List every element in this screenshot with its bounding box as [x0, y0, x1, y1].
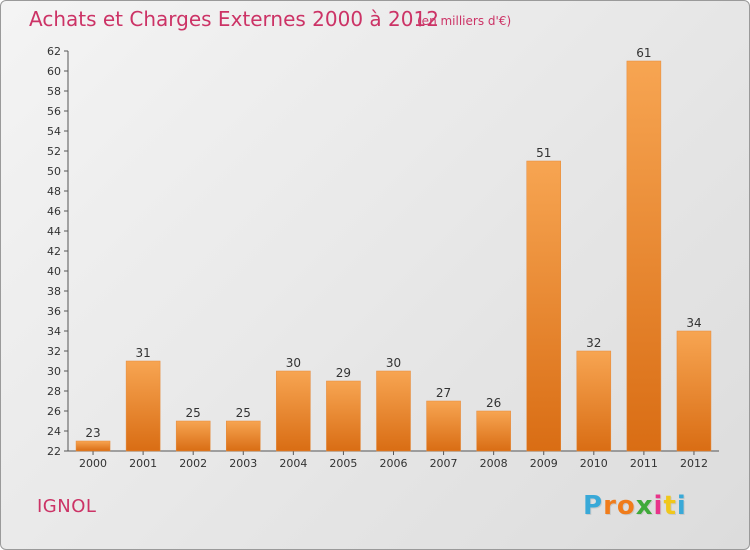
data-label-2008: 26 — [486, 396, 501, 410]
proxiti-logo: Proxiti — [583, 491, 687, 521]
y-tick-label: 58 — [47, 85, 61, 98]
data-label-2009: 51 — [536, 146, 551, 160]
bar-2010 — [576, 350, 612, 452]
x-tick-label: 2004 — [279, 457, 307, 470]
y-tick-label: 22 — [47, 445, 61, 458]
logo-letter: i — [653, 491, 664, 521]
bar-2004 — [276, 370, 311, 452]
x-tick-label: 2006 — [380, 457, 408, 470]
data-label-2012: 34 — [686, 316, 701, 330]
chart-axes: 22 24 26 28 30 32 34 36 38 40 42 44 46 48 50 52 54 56 58 60… — [47, 45, 719, 470]
data-label-2006: 30 — [386, 356, 401, 370]
data-label-2001: 31 — [135, 346, 150, 360]
x-tick-label: 2005 — [329, 457, 357, 470]
bar-2012 — [676, 330, 712, 452]
data-label-2004: 30 — [286, 356, 301, 370]
logo-letter: i — [676, 491, 687, 521]
bar-2007 — [426, 400, 461, 452]
data-label-2002: 25 — [186, 406, 201, 420]
x-tick-label: 2010 — [580, 457, 608, 470]
data-label-2003: 25 — [236, 406, 251, 420]
data-label-2011: 61 — [636, 46, 651, 60]
data-label-2007: 27 — [436, 386, 451, 400]
data-label-2005: 29 — [336, 366, 351, 380]
y-tick-label: 26 — [47, 405, 61, 418]
y-tick-label: 50 — [47, 165, 61, 178]
x-tick-label: 2000 — [79, 457, 107, 470]
y-tick-label: 38 — [47, 285, 61, 298]
x-tick-label: 2009 — [530, 457, 558, 470]
data-label-2010: 32 — [586, 336, 601, 350]
bar-2005 — [326, 380, 361, 452]
y-tick-label: 44 — [47, 225, 61, 238]
bar-2006 — [376, 370, 411, 452]
logo-letter: t — [663, 491, 677, 521]
y-tick-label: 46 — [47, 205, 61, 218]
bar-2008 — [476, 410, 511, 452]
y-tick-label: 34 — [47, 325, 61, 338]
bar-2011 — [626, 60, 662, 452]
logo-letter: o — [616, 491, 636, 521]
y-tick-label: 28 — [47, 385, 61, 398]
chart-bars — [75, 60, 712, 452]
commune-name: IGNOL — [37, 496, 97, 517]
bar-2009 — [526, 160, 561, 452]
y-tick-label: 62 — [47, 45, 61, 58]
x-tick-label: 2012 — [680, 457, 708, 470]
bar-2002 — [175, 420, 211, 452]
y-tick-label: 54 — [47, 125, 61, 138]
logo-letter: x — [635, 491, 654, 521]
bar-2000 — [75, 440, 111, 452]
bar-2003 — [226, 420, 261, 452]
y-tick-label: 42 — [47, 245, 61, 258]
chart-data-labels: 23 31 25 25 30 29 30 27 26 51 32 61 34 — [85, 46, 701, 440]
chart-unit-label: (en milliers d'€) — [417, 14, 512, 28]
bar-2001 — [125, 360, 161, 452]
x-tick-label: 2001 — [129, 457, 157, 470]
x-tick-label: 2011 — [630, 457, 658, 470]
x-tick-label: 2003 — [229, 457, 257, 470]
logo-letter: r — [603, 491, 617, 521]
chart-title: Achats et Charges Externes 2000 à 2012 — [29, 7, 439, 31]
y-tick-label: 40 — [47, 265, 61, 278]
y-tick-label: 48 — [47, 185, 61, 198]
x-tick-label: 2002 — [179, 457, 207, 470]
y-tick-label: 24 — [47, 425, 61, 438]
y-tick-label: 30 — [47, 365, 61, 378]
y-tick-label: 56 — [47, 105, 61, 118]
y-tick-label: 52 — [47, 145, 61, 158]
data-label-2000: 23 — [85, 426, 100, 440]
logo-letter: P — [583, 491, 604, 521]
y-tick-label: 36 — [47, 305, 61, 318]
x-tick-label: 2007 — [430, 457, 458, 470]
y-tick-label: 60 — [47, 65, 61, 78]
x-tick-label: 2008 — [480, 457, 508, 470]
y-tick-label: 32 — [47, 345, 61, 358]
